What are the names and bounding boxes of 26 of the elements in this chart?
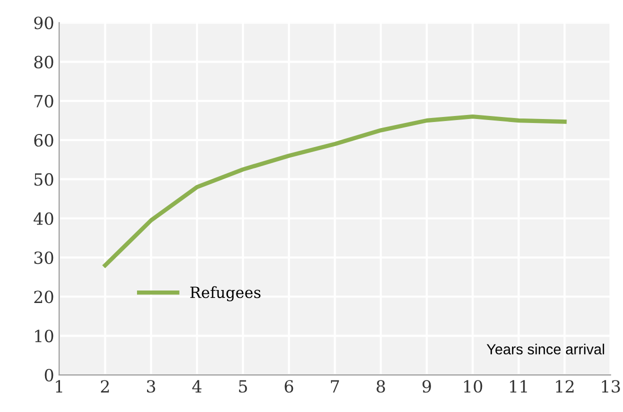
x-tick-label: 9 [422, 380, 431, 393]
x-tick-label: 13 [602, 380, 620, 393]
x-tick-label: 2 [100, 380, 109, 392]
x-tick-label: 7 [330, 380, 339, 392]
x-tick-label: 11 [510, 380, 527, 392]
x-tick-label: 10 [464, 380, 482, 393]
line-series [103, 114, 567, 268]
y-tick-label: 10 [35, 330, 54, 342]
y-tick-label: 70 [34, 94, 54, 108]
y-tick-label: 90 [34, 16, 54, 30]
y-tick-label: 50 [34, 173, 54, 186]
y-tick-label: 30 [34, 251, 54, 264]
y-tick-label: 40 [34, 212, 54, 225]
y-tick-label: 0 [44, 368, 54, 382]
y-tick-label: 60 [34, 134, 54, 147]
x-tick-label: 5 [239, 380, 247, 393]
legend-label: Refugees [190, 286, 260, 302]
y-tick-label: 80 [34, 56, 54, 68]
x-tick-label: 12 [556, 380, 574, 392]
x-axis-title: Years since arrival [486, 344, 604, 354]
x-tick-label: 4 [192, 380, 202, 392]
x-tick-label: 1 [56, 380, 62, 392]
x-tick-label: 3 [147, 380, 156, 393]
x-tick-label: 8 [376, 380, 385, 393]
y-tick-label: 20 [34, 290, 54, 304]
x-tick-label: 6 [284, 380, 294, 393]
